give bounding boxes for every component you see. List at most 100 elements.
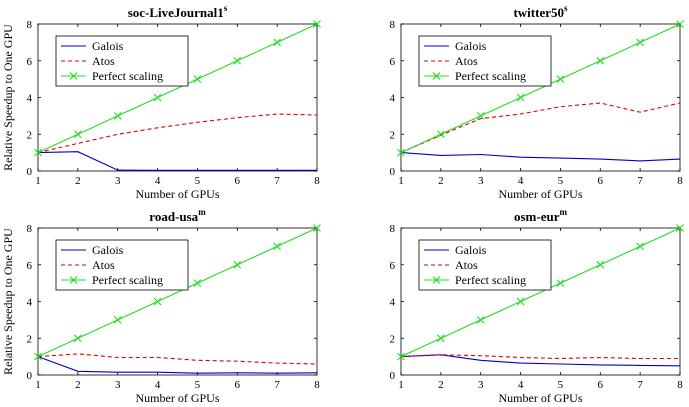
data-point-marker xyxy=(233,56,242,65)
series-line-perfect-scaling xyxy=(400,227,681,358)
x-tick-label: 2 xyxy=(75,379,81,391)
x-tick-label: 6 xyxy=(598,379,604,391)
x-tick-label: 4 xyxy=(518,379,524,391)
series-line-galois xyxy=(400,152,681,162)
x-tick-label: 1 xyxy=(35,379,41,391)
y-tick-label: 8 xyxy=(27,19,33,31)
x-tick-label: 1 xyxy=(398,379,404,391)
series-line-galois xyxy=(37,151,317,171)
data-point-marker xyxy=(73,130,82,139)
legend-label: Atos xyxy=(92,54,115,68)
y-tick-label: 8 xyxy=(390,19,396,31)
chart-title: osm-eurm xyxy=(514,207,568,224)
legend-marker xyxy=(69,72,78,80)
y-tick-label: 2 xyxy=(27,129,33,141)
y-tick-label: 4 xyxy=(390,297,396,309)
data-point-marker xyxy=(397,148,405,157)
x-axis-label: Number of GPUs xyxy=(499,391,583,405)
x-tick-label: 4 xyxy=(155,175,161,187)
legend-label: Atos xyxy=(92,258,115,272)
data-point-marker xyxy=(676,20,684,28)
chart-title-superscript: s xyxy=(564,3,568,13)
legend-label: Galois xyxy=(455,243,487,257)
x-axis-label: Number of GPUs xyxy=(136,187,220,201)
y-axis-label: Relative Speedup to One GPU xyxy=(1,228,15,375)
chart-panel-3: 1 2 3 4 5 6 7 8 0 2 4 6 8 Number of GPUs Relative Spee… xyxy=(1,207,321,405)
data-point-marker xyxy=(636,38,645,47)
data-point-marker xyxy=(113,315,122,324)
y-tick-label: 4 xyxy=(390,93,396,105)
data-point-marker xyxy=(113,111,122,120)
data-point-marker xyxy=(516,297,525,306)
x-tick-label: 3 xyxy=(478,175,484,187)
legend-label: Atos xyxy=(455,54,478,68)
data-point-marker xyxy=(476,315,485,324)
series-line-atos xyxy=(37,113,318,154)
series-line-atos xyxy=(400,354,680,360)
data-point-marker xyxy=(436,130,445,139)
data-point-marker xyxy=(556,279,565,288)
series-line-atos xyxy=(400,102,681,154)
data-point-marker xyxy=(397,352,405,361)
x-tick-label: 6 xyxy=(235,175,241,187)
chart-title-superscript: s xyxy=(224,3,228,13)
data-point-marker xyxy=(34,148,42,157)
x-tick-label: 5 xyxy=(558,175,564,187)
data-point-marker xyxy=(596,260,605,269)
y-tick-label: 2 xyxy=(27,333,33,345)
data-point-marker xyxy=(34,352,42,361)
x-tick-label: 5 xyxy=(558,379,564,391)
x-tick-label: 7 xyxy=(274,175,280,187)
y-tick-label: 4 xyxy=(27,297,33,309)
data-point-marker xyxy=(516,93,525,102)
data-point-marker xyxy=(436,334,445,343)
data-point-marker xyxy=(313,20,321,28)
y-tick-label: 6 xyxy=(27,56,33,68)
x-axis-label: Number of GPUs xyxy=(499,187,583,201)
y-tick-label: 0 xyxy=(27,166,33,178)
x-tick-label: 3 xyxy=(115,175,121,187)
legend-label: Perfect scaling xyxy=(455,273,526,287)
legend-box xyxy=(55,239,189,291)
data-point-marker xyxy=(73,334,82,343)
series-line-galois xyxy=(400,354,681,367)
chart-title-superscript: m xyxy=(198,207,206,217)
x-tick-label: 7 xyxy=(637,175,643,187)
x-tick-label: 3 xyxy=(478,379,484,391)
series-line-atos xyxy=(37,353,318,365)
x-tick-label: 6 xyxy=(598,175,604,187)
x-tick-label: 2 xyxy=(75,175,81,187)
data-point-marker xyxy=(676,224,684,232)
chart-panel-2: 1 2 3 4 5 6 7 8 0 2 4 6 8 Number of GPUs twitter50s Gal… xyxy=(390,3,684,201)
y-tick-label: 0 xyxy=(27,370,33,382)
legend-label: Galois xyxy=(92,39,124,53)
x-tick-label: 5 xyxy=(195,175,201,187)
chart-title: twitter50s xyxy=(513,3,568,20)
legend-label: Galois xyxy=(455,39,487,53)
x-tick-label: 2 xyxy=(438,379,444,391)
series-line-perfect-scaling xyxy=(37,227,318,358)
chart-title: soc-LiveJournal1s xyxy=(128,3,228,20)
data-point-marker xyxy=(233,260,242,269)
x-tick-label: 7 xyxy=(274,379,280,391)
x-tick-label: 2 xyxy=(438,175,444,187)
series-line-galois xyxy=(37,356,318,374)
chart-title: road-usam xyxy=(149,207,206,224)
x-tick-label: 1 xyxy=(35,175,41,187)
data-point-marker xyxy=(193,279,202,288)
legend-label: Perfect scaling xyxy=(455,69,526,83)
y-tick-label: 2 xyxy=(390,333,396,345)
data-point-marker xyxy=(273,38,282,47)
legend-label: Perfect scaling xyxy=(92,273,163,287)
x-tick-label: 8 xyxy=(314,175,320,187)
y-axis-label: Relative Speedup to One GPU xyxy=(1,24,15,171)
x-axis-label: Number of GPUs xyxy=(136,391,220,405)
y-tick-label: 0 xyxy=(390,166,396,178)
y-tick-label: 6 xyxy=(27,260,33,272)
x-tick-label: 1 xyxy=(398,175,404,187)
y-tick-label: 8 xyxy=(390,223,396,235)
data-point-marker xyxy=(153,297,162,306)
